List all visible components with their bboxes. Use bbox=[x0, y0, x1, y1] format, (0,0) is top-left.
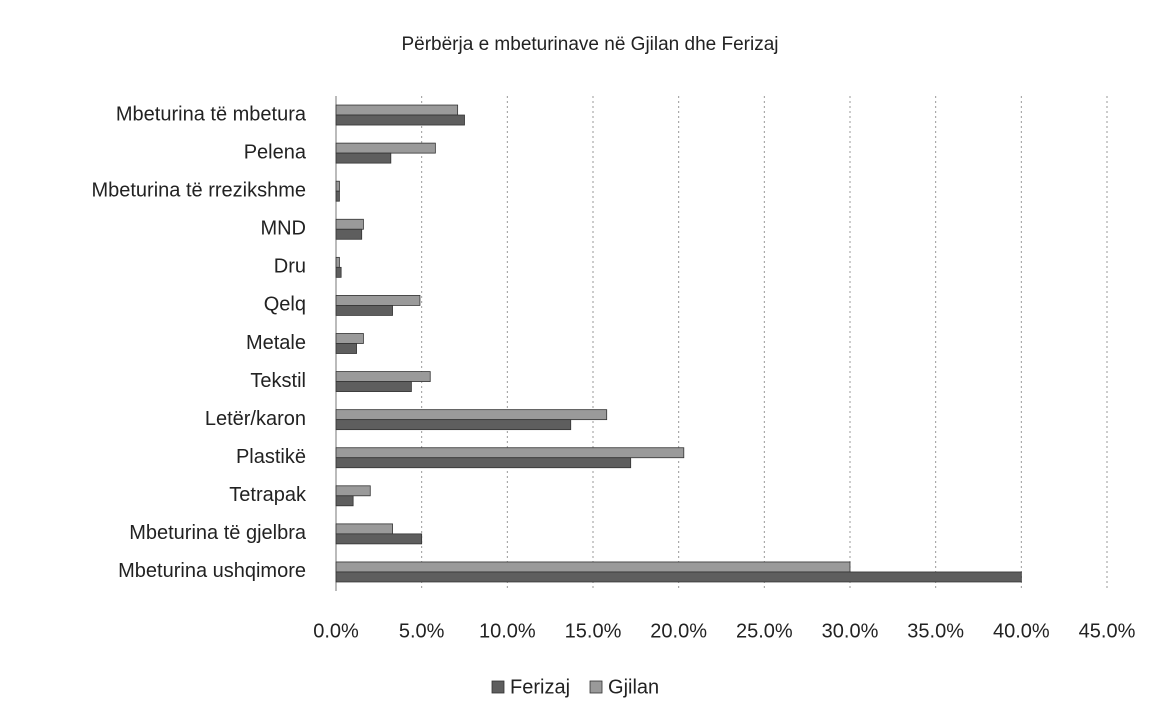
x-tick-label: 10.0% bbox=[479, 620, 536, 642]
bar bbox=[335, 457, 632, 469]
bar bbox=[335, 495, 354, 507]
bar bbox=[335, 218, 364, 230]
bar bbox=[335, 114, 465, 126]
y-tick-label: Plastikë bbox=[236, 446, 306, 468]
x-tick-label: 45.0% bbox=[1079, 620, 1136, 642]
bar bbox=[335, 152, 392, 164]
y-tick-label: Tetrapak bbox=[229, 484, 307, 506]
y-tick-label: Mbeturina ushqimore bbox=[118, 560, 306, 582]
x-tick-label: 0.0% bbox=[313, 620, 359, 642]
y-tick-label: Mbeturina të gjelbra bbox=[129, 522, 307, 544]
y-tick-label: Tekstil bbox=[250, 370, 306, 392]
bar bbox=[335, 523, 393, 535]
y-tick-label: Letër/karon bbox=[205, 408, 306, 430]
x-tick-label: 30.0% bbox=[822, 620, 879, 642]
y-tick-label: Qelq bbox=[264, 294, 306, 316]
bar bbox=[335, 447, 685, 459]
y-tick-label: Metale bbox=[246, 332, 306, 354]
x-tick-label: 25.0% bbox=[736, 620, 793, 642]
bar bbox=[335, 295, 421, 306]
bar bbox=[335, 533, 423, 545]
bar bbox=[335, 256, 340, 268]
bar bbox=[335, 266, 342, 278]
bar bbox=[335, 180, 340, 192]
legend-swatch bbox=[491, 680, 505, 694]
y-tick-label: Mbeturina të rrezikshme bbox=[91, 179, 306, 201]
y-tick-label: MND bbox=[260, 218, 306, 240]
bar bbox=[335, 485, 371, 497]
bar bbox=[335, 371, 431, 382]
legend-label: Ferizaj bbox=[510, 676, 570, 698]
bar bbox=[335, 571, 1022, 583]
y-tick-label: Pelena bbox=[244, 141, 307, 163]
x-tick-label: 20.0% bbox=[650, 620, 707, 642]
y-tick-label: Dru bbox=[274, 256, 306, 278]
x-tick-label: 15.0% bbox=[565, 620, 622, 642]
bar bbox=[335, 409, 608, 421]
bar bbox=[335, 305, 393, 316]
x-tick-label: 40.0% bbox=[993, 620, 1050, 642]
bar bbox=[335, 228, 363, 240]
legend-label: Gjilan bbox=[608, 676, 659, 698]
bar bbox=[335, 142, 436, 154]
bar bbox=[335, 419, 572, 431]
bar bbox=[335, 190, 340, 202]
x-tick-label: 35.0% bbox=[907, 620, 964, 642]
x-tick-label: 5.0% bbox=[399, 620, 445, 642]
chart-title: Përbërja e mbeturinave në Gjilan dhe Fer… bbox=[401, 34, 778, 55]
bar bbox=[335, 104, 459, 116]
bar bbox=[335, 343, 357, 354]
bar bbox=[335, 333, 364, 344]
bar bbox=[335, 561, 851, 573]
bar bbox=[335, 381, 412, 392]
y-tick-label: Mbeturina të mbetura bbox=[116, 103, 307, 125]
legend-swatch bbox=[589, 680, 603, 694]
